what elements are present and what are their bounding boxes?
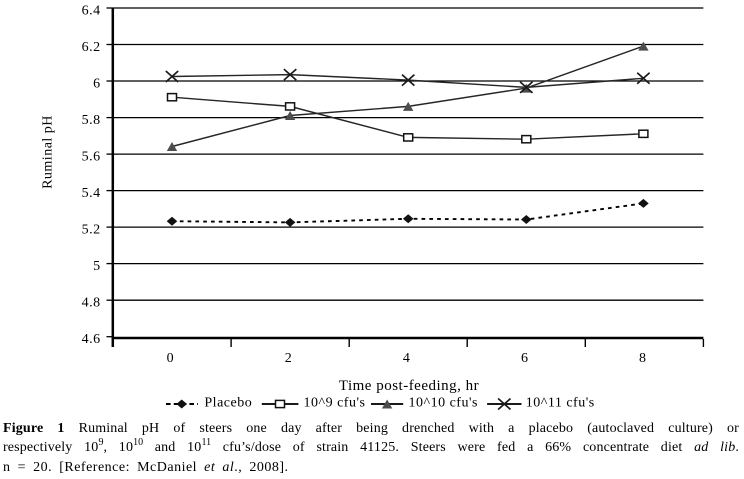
svg-text:5.8: 5.8: [82, 113, 101, 128]
svg-text:2: 2: [285, 351, 293, 366]
svg-text:6: 6: [521, 351, 529, 366]
svg-text:10^10 cfu's: 10^10 cfu's: [409, 396, 478, 411]
svg-text:0: 0: [167, 351, 175, 366]
svg-text:5.6: 5.6: [82, 149, 101, 164]
svg-text:Ruminal pH: Ruminal pH: [41, 115, 56, 189]
svg-text:5: 5: [93, 259, 101, 274]
svg-text:10^9 cfu's: 10^9 cfu's: [304, 396, 366, 411]
svg-text:Time post-feeding, hr: Time post-feeding, hr: [339, 378, 479, 394]
svg-text:8: 8: [639, 351, 647, 366]
svg-text:4: 4: [403, 351, 411, 366]
svg-text:6.4: 6.4: [82, 3, 101, 18]
svg-text:5.2: 5.2: [82, 222, 101, 237]
svg-text:4.8: 4.8: [82, 296, 101, 311]
svg-text:6: 6: [93, 76, 101, 91]
svg-text:10^11 cfu's: 10^11 cfu's: [526, 396, 595, 411]
svg-text:6.2: 6.2: [82, 40, 101, 55]
svg-text:4.6: 4.6: [82, 332, 101, 347]
svg-text:5.4: 5.4: [82, 186, 101, 201]
svg-text:Placebo: Placebo: [204, 396, 252, 411]
